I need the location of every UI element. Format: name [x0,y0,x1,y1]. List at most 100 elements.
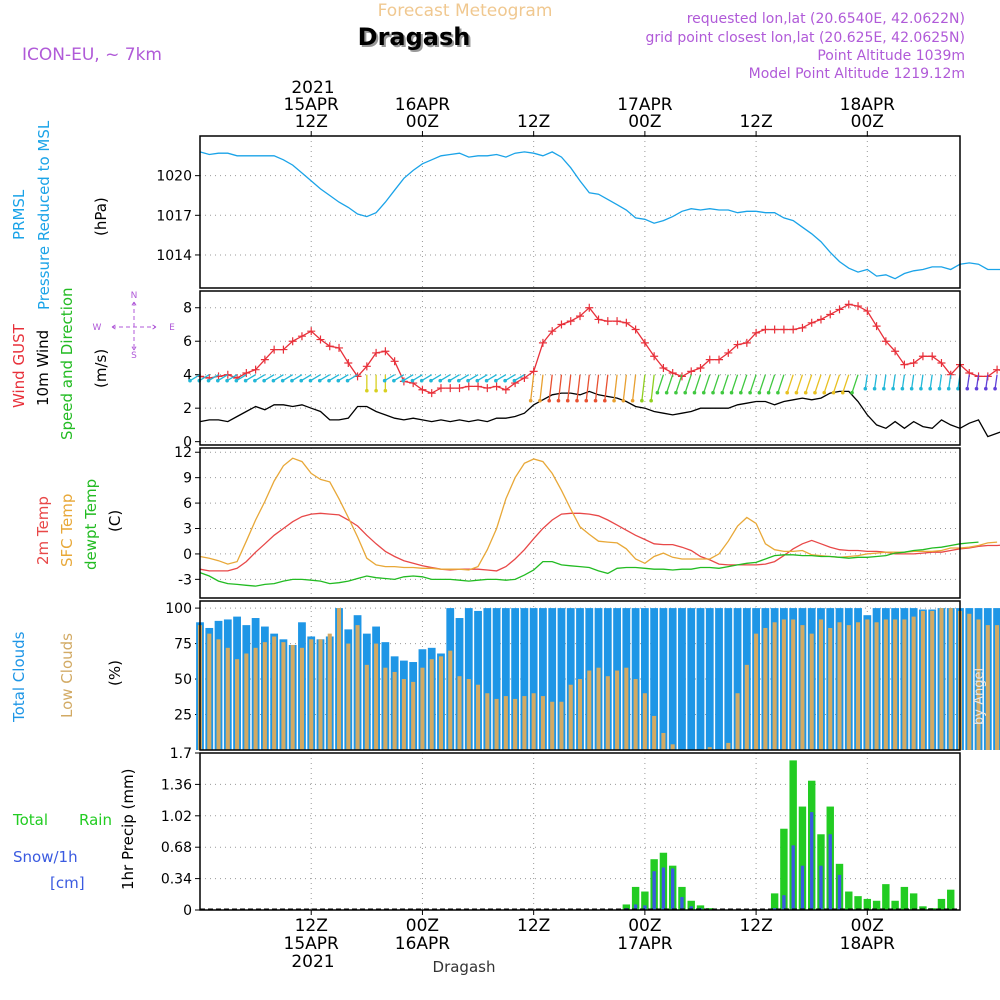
wind-dir-arrow [504,374,516,382]
gust-point [455,384,464,393]
bar-low-clouds [781,619,786,750]
bar-total-clouds [650,608,659,750]
gust-point [538,338,547,347]
bar-total-clouds [520,608,529,750]
bar-low-clouds [383,667,388,750]
wind-dir-arrowhead [937,386,942,391]
temp-dewpt-label: dewpt Temp [82,479,100,570]
bar-low-clouds [995,625,1000,750]
gust-point [427,389,436,398]
bar-low-clouds [448,650,453,750]
bar-low-clouds [846,625,851,750]
wind-dir-arrowhead [447,378,452,383]
bar-total-rain [631,886,640,910]
bar-low-clouds [791,619,796,750]
wind-dir-arrowhead [512,378,517,383]
bottom-day-label: 17APR [617,934,673,954]
series-10m-wind [199,390,1000,438]
bar-low-clouds [754,633,759,750]
bar-low-clouds [707,747,712,750]
wind-dir-arrowhead [683,390,688,395]
compass-s: S [131,351,137,361]
compass-arrows [111,301,157,351]
wind-dir-arrowhead [299,378,304,383]
ytick-label-precipitation: 0 [183,903,192,919]
bar-total-rain [641,891,649,910]
panel-clouds: 25 50 75 100 [165,600,1000,751]
wind-dir-arrow [613,374,618,401]
bar-snow [819,865,823,910]
bar-snow [810,812,814,910]
bar-low-clouds [559,701,564,750]
wind-dir-arrowhead [946,386,951,391]
bar-total-rain [845,891,853,910]
panel-bg-pressure [200,136,960,288]
bar-low-clouds [225,647,230,750]
wind-dir-arrow [402,374,414,382]
total-clouds-label: Total Clouds [10,631,28,723]
temp-unit: (C) [106,510,124,532]
wind-dir-arrow [656,374,665,393]
bar-low-clouds [281,642,286,750]
bar-total-rain [891,900,899,910]
bottom-year-label: 2021 [291,952,334,972]
gust-point [640,338,649,347]
wind-dir-arrow [622,374,627,401]
wind-dir-arrow [226,374,238,382]
gust-point [835,305,844,314]
bottom-hour-label: 12Z [295,916,328,936]
location-title: Dragash [358,23,471,51]
gust-point [288,337,297,346]
wind-dir-arrow [721,374,729,393]
wind-dir-arrowhead [794,390,799,395]
gust-point [548,327,557,336]
gust-point [891,347,900,356]
wind-dir-arrowhead [466,378,470,383]
top-hour-label: 12Z [295,112,328,132]
wind-dir-arrowhead [243,378,248,383]
snow-unit: [cm] [50,874,85,892]
bar-low-clouds [633,679,638,750]
bar-total-rain [900,886,909,910]
bar-low-clouds [642,693,647,750]
wind-dir-arrow [530,374,535,401]
wind-dir-arrowhead [401,378,405,383]
bar-low-clouds [828,627,833,750]
wind-dir-arrow [449,374,460,382]
bar-snow [800,865,805,910]
gust-point [789,325,798,334]
snow-label: Snow/1h [13,848,78,866]
wind-dir-arrow [814,374,822,393]
top-day-label: 18APR [840,95,896,115]
wind-dir-arrow [421,374,433,382]
wind-dir-arrowhead [556,398,561,403]
bar-low-clouds [438,656,444,750]
wind-dir-arrow [966,374,970,389]
temp-2m-label: 2m Temp [34,496,52,565]
bar-low-clouds [772,622,777,750]
wind-dir-arrowhead [984,386,988,391]
ytick-label-temperature: -3 [178,572,192,588]
wind-dir-arrow [548,374,553,401]
wind-dir-arrowhead [456,378,461,383]
point-altitude: Point Altitude 1039m [817,48,965,64]
bar-total-clouds [501,608,510,750]
bar-low-clouds [605,676,610,750]
panel-frame-clouds [199,600,961,751]
bar-low-clouds [809,633,814,750]
bar-total-clouds [659,608,668,750]
wind-unit: (m/s) [92,349,110,388]
wind-dir-arrowhead [271,378,276,383]
wind-dir-arrowhead [612,398,616,403]
precip-axis-label: 1hr Precip (mm) [119,769,137,890]
gust-point [436,384,445,393]
wind-dir-arrowhead [956,386,960,391]
gust-point [270,345,279,354]
bar-total-rain [706,908,714,910]
gust-point [742,338,751,347]
bar-low-clouds [744,664,749,750]
wind-dir-arrow [208,374,219,382]
ytick-label-temperature: 3 [183,522,192,538]
ytick-label-temperature: 12 [174,445,192,461]
